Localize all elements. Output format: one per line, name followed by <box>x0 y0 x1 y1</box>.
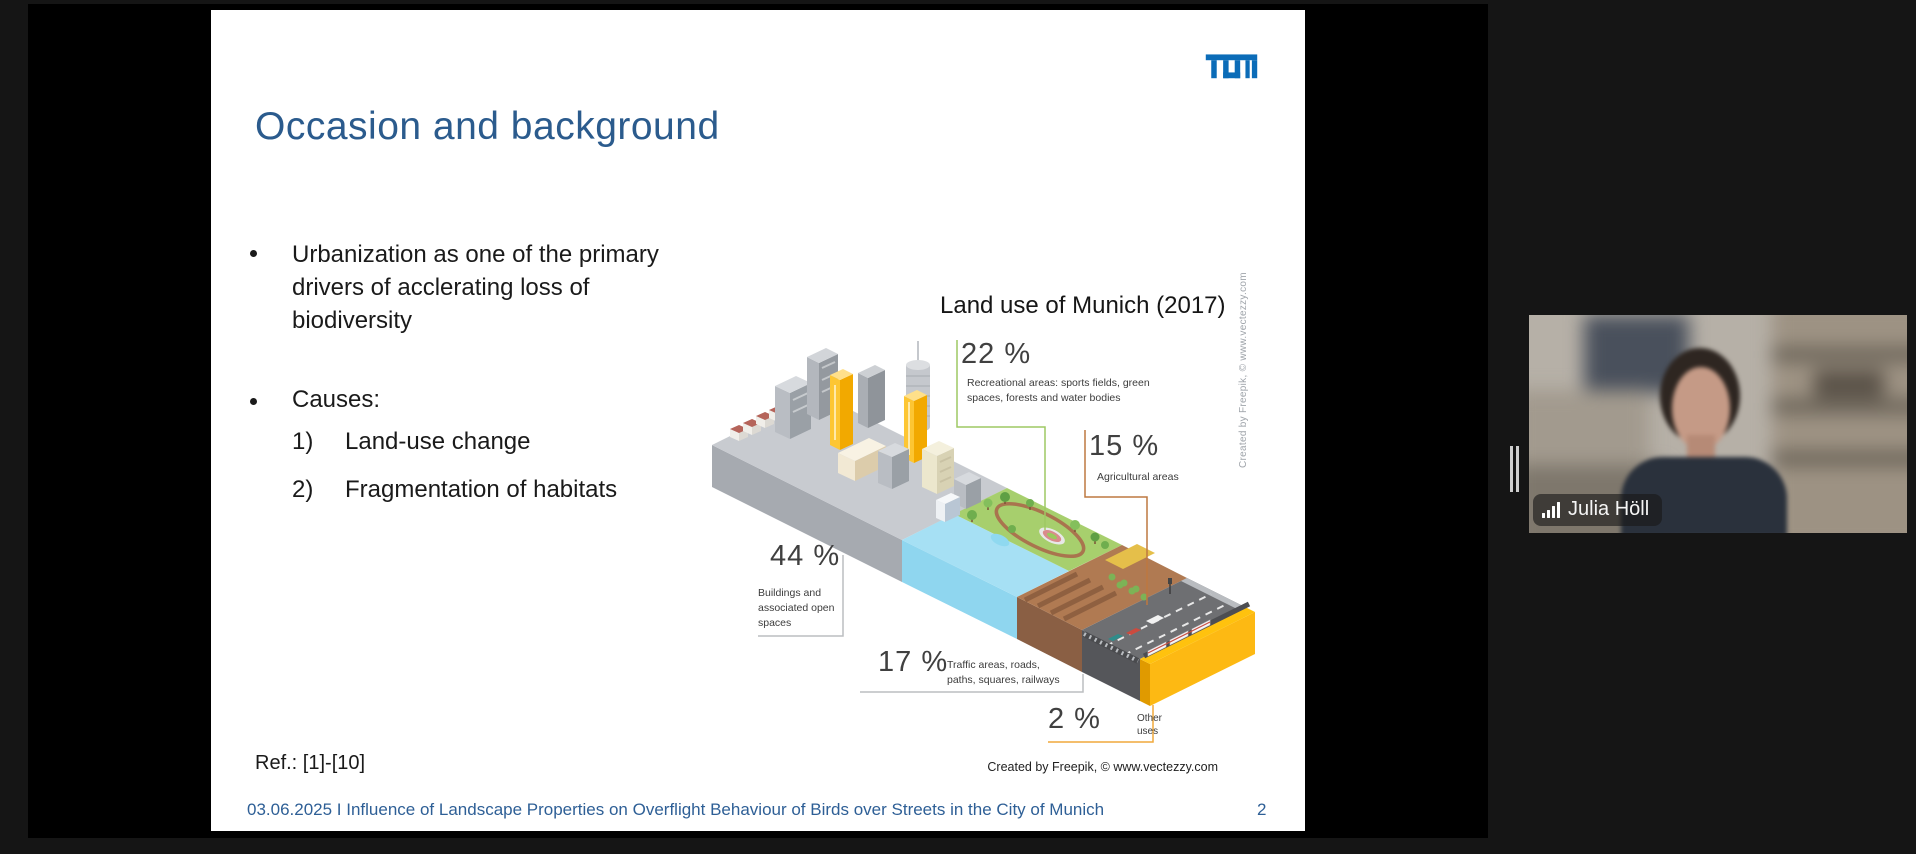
park-details <box>967 492 1109 559</box>
train <box>1147 619 1211 657</box>
desc-line: uses <box>1137 726 1159 737</box>
cause-item-1: 1) Land-use change <box>292 428 530 456</box>
bullet-line: drivers of acclerating loss of <box>292 274 590 301</box>
land-use-illustration <box>712 340 1255 743</box>
page-title: Occasion and background <box>255 105 720 148</box>
tum-logo <box>1205 54 1258 79</box>
desc-line: spaces <box>758 617 792 629</box>
truck <box>1146 615 1164 624</box>
participant-name: Julia Höll <box>1568 498 1650 520</box>
tower-yellow-2 <box>904 390 927 463</box>
pct-recreational: 22 % <box>961 338 1032 370</box>
cause-text: Fragmentation of habitats <box>345 476 618 503</box>
tower-gray-2 <box>858 365 885 428</box>
bullet-dot <box>250 398 257 405</box>
slide: Occasion and background Urbanization as … <box>211 10 1305 831</box>
callout-line-other <box>1048 705 1154 743</box>
cause-number: 2) <box>292 476 314 503</box>
desc-line: Other <box>1137 713 1163 724</box>
bullet-urbanization: Urbanization as one of the primary drive… <box>292 238 659 337</box>
image-credit-vertical: Created by Freepik, © www.vectezzy.com <box>1238 272 1249 468</box>
callout-line-agricultural <box>1084 430 1148 605</box>
car-red <box>1126 628 1141 635</box>
desc-line: paths, squares, railways <box>947 674 1060 686</box>
callout-line-recreational <box>956 340 1046 530</box>
desc-line: associated open <box>758 602 835 614</box>
pct-other: 2 % <box>1048 703 1101 735</box>
bullet-causes: Causes: <box>292 386 381 413</box>
participant-name-badge: Julia Höll <box>1533 494 1663 526</box>
pct-agricultural: 15 % <box>1089 430 1160 462</box>
desc-line: Traffic areas, roads, <box>947 659 1040 671</box>
bullet-line: biodiversity <box>292 307 413 334</box>
infographic-title: Land use of Munich (2017) <box>940 292 1226 319</box>
cause-number: 1) <box>292 428 314 455</box>
pct-buildings: 44 % <box>770 540 841 572</box>
water-block <box>902 514 1069 597</box>
desc-line: Buildings and <box>758 587 822 599</box>
desc-buildings: Buildings and associated open spaces <box>758 586 834 631</box>
page-number: 2 <box>1257 800 1267 819</box>
agriculture-details <box>1023 544 1155 622</box>
land-use-infographic: Land use of Munich (2017) <box>700 272 1260 790</box>
participant-video-tile[interactable]: Julia Höll <box>1529 315 1907 533</box>
panel-resize-handle[interactable] <box>1510 446 1520 492</box>
audio-signal-icon <box>1542 501 1560 518</box>
references-note: Ref.: [1]-[10] <box>255 752 366 774</box>
strip-side-faces <box>712 445 1255 706</box>
desc-line: Recreational areas: sports fields, green <box>967 377 1150 389</box>
pct-traffic: 17 % <box>878 646 949 678</box>
car-teal <box>1108 634 1123 641</box>
office-building <box>936 493 960 522</box>
cause-text: Land-use change <box>345 428 531 455</box>
cause-item-2: 2) Fragmentation of habitats <box>292 476 617 504</box>
bullet-line: Urbanization as one of the primary <box>292 241 659 268</box>
callout-line-buildings <box>758 555 844 637</box>
apartment-beige <box>922 441 954 494</box>
desc-other: Other uses <box>1137 712 1162 738</box>
tower-gray <box>775 376 811 439</box>
callout-lines <box>758 340 1154 743</box>
building-gray-mid <box>878 443 909 489</box>
city-buildings <box>730 341 981 522</box>
tower-yellow-1 <box>830 369 853 450</box>
desc-recreational: Recreational areas: sports fields, green… <box>967 376 1150 406</box>
desc-traffic: Traffic areas, roads, paths, squares, ra… <box>947 658 1060 688</box>
desc-agricultural: Agricultural areas <box>1097 470 1179 485</box>
callout-line-traffic <box>860 674 1084 693</box>
desc-line: Agricultural areas <box>1097 471 1179 483</box>
image-credit: Created by Freepik, © www.vectezzy.com <box>987 760 1218 774</box>
slide-footer: 03.06.2025 I Influence of Landscape Prop… <box>247 800 1105 819</box>
road-details <box>1082 578 1251 664</box>
desc-line: spaces, forests and water bodies <box>967 392 1121 404</box>
other-block <box>1140 607 1255 664</box>
bullet-dot <box>250 250 257 257</box>
